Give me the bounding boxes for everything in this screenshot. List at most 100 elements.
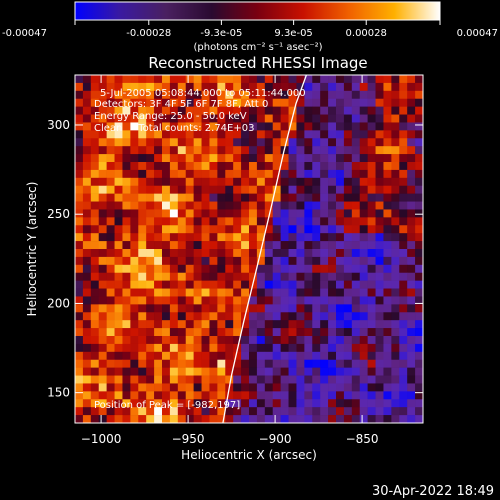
heatmap-cell — [407, 399, 416, 408]
heatmap-cell — [304, 296, 313, 305]
heatmap-cell — [185, 320, 194, 329]
heatmap-cell — [256, 122, 266, 131]
heatmap-cell — [367, 391, 376, 400]
heatmap-cell — [367, 256, 376, 266]
heatmap-cell — [130, 399, 139, 408]
heatmap-cell — [217, 249, 226, 258]
heatmap-cell — [114, 304, 123, 313]
heatmap-cell — [162, 138, 171, 147]
heatmap-cell — [359, 280, 368, 289]
heatmap-cell — [185, 217, 194, 226]
heatmap-cell — [320, 114, 329, 123]
heatmap-cell — [241, 249, 250, 258]
heatmap-cell — [288, 90, 297, 100]
heatmap-cell — [272, 336, 281, 345]
heatmap-cell — [367, 272, 376, 281]
heatmap-cell — [336, 138, 345, 147]
heatmap-cell — [154, 130, 163, 139]
heatmap-cell — [209, 233, 218, 242]
heatmap-cell — [391, 177, 400, 187]
heatmap-cell — [217, 185, 226, 194]
heatmap-cell — [264, 114, 274, 123]
heatmap-cell — [351, 336, 361, 345]
heatmap-cell — [375, 217, 384, 226]
heatmap-cell — [162, 328, 171, 337]
heatmap-cell — [415, 256, 423, 266]
heatmap-cell — [272, 280, 281, 289]
heatmap-cell — [304, 225, 313, 234]
heatmap-cell — [359, 193, 368, 202]
heatmap-cell — [241, 201, 250, 210]
heatmap-cell — [209, 98, 218, 107]
heatmap-cell — [106, 407, 115, 416]
heatmap-cell — [343, 82, 353, 92]
heatmap-cell — [343, 162, 353, 171]
heatmap-cell — [169, 375, 179, 384]
heatmap-cell — [217, 193, 226, 202]
heatmap-cell — [407, 98, 416, 107]
heatmap-cell — [320, 122, 329, 131]
heatmap-cell — [138, 351, 147, 361]
heatmap-cell — [177, 106, 187, 115]
heatmap-cell — [154, 312, 163, 321]
heatmap-cell — [249, 264, 258, 274]
heatmap-cell — [288, 272, 297, 281]
heatmap-cell — [241, 343, 250, 353]
heatmap-cell — [209, 399, 218, 408]
heatmap-cell — [130, 272, 139, 281]
heatmap-cell — [336, 98, 345, 107]
heatmap-cell — [146, 280, 155, 289]
heatmap-cell — [75, 185, 84, 194]
heatmap-cell — [288, 367, 297, 376]
heatmap-cell — [375, 98, 384, 107]
heatmap-cell — [272, 359, 281, 368]
heatmap-cell — [106, 256, 115, 266]
heatmap-cell — [233, 256, 242, 266]
heatmap-cell — [75, 312, 84, 321]
heatmap-cell — [241, 106, 250, 115]
heatmap-cell — [106, 336, 115, 345]
heatmap-cell — [169, 162, 179, 171]
heatmap-cell — [146, 233, 155, 242]
heatmap-cell — [288, 98, 297, 107]
heatmap-cell — [75, 233, 84, 242]
heatmap-cell — [249, 185, 258, 194]
heatmap-cell — [280, 225, 289, 234]
heatmap-cell — [146, 272, 155, 281]
heatmap-cell — [288, 391, 297, 400]
heatmap-cell — [343, 114, 353, 123]
heatmap-cell — [98, 320, 107, 329]
heatmap-cell — [90, 272, 100, 281]
heatmap-cell — [407, 256, 416, 266]
heatmap-cell — [201, 162, 210, 171]
heatmap-cell — [391, 106, 400, 115]
heatmap-cell — [162, 177, 171, 187]
heatmap-cell — [383, 217, 392, 226]
heatmap-cell — [272, 304, 281, 313]
heatmap-cell — [193, 241, 202, 250]
heatmap-cell — [312, 249, 321, 258]
heatmap-cell — [288, 106, 297, 115]
heatmap-cell — [272, 375, 281, 384]
heatmap-cell — [146, 114, 155, 123]
heatmap-cell — [367, 98, 376, 107]
heatmap-cell — [209, 130, 218, 139]
heatmap-cell — [130, 162, 139, 171]
heatmap-cell — [138, 201, 147, 210]
heatmap-cell — [272, 217, 281, 226]
heatmap-cell — [328, 169, 337, 179]
heatmap-cell — [225, 162, 234, 171]
heatmap-cell — [407, 328, 416, 337]
heatmap-cell — [399, 146, 408, 155]
heatmap-cell — [177, 201, 187, 210]
colorbar-tick-label: -0.00047 — [2, 28, 47, 39]
heatmap-cell — [296, 359, 305, 368]
heatmap-cell — [367, 312, 376, 321]
heatmap-cell — [249, 343, 258, 353]
heatmap-cell — [304, 138, 313, 147]
heatmap-cell — [217, 177, 226, 187]
heatmap-cell — [351, 304, 361, 313]
heatmap-cell — [193, 272, 202, 281]
heatmap-cell — [241, 256, 250, 266]
heatmap-cell — [312, 256, 321, 266]
